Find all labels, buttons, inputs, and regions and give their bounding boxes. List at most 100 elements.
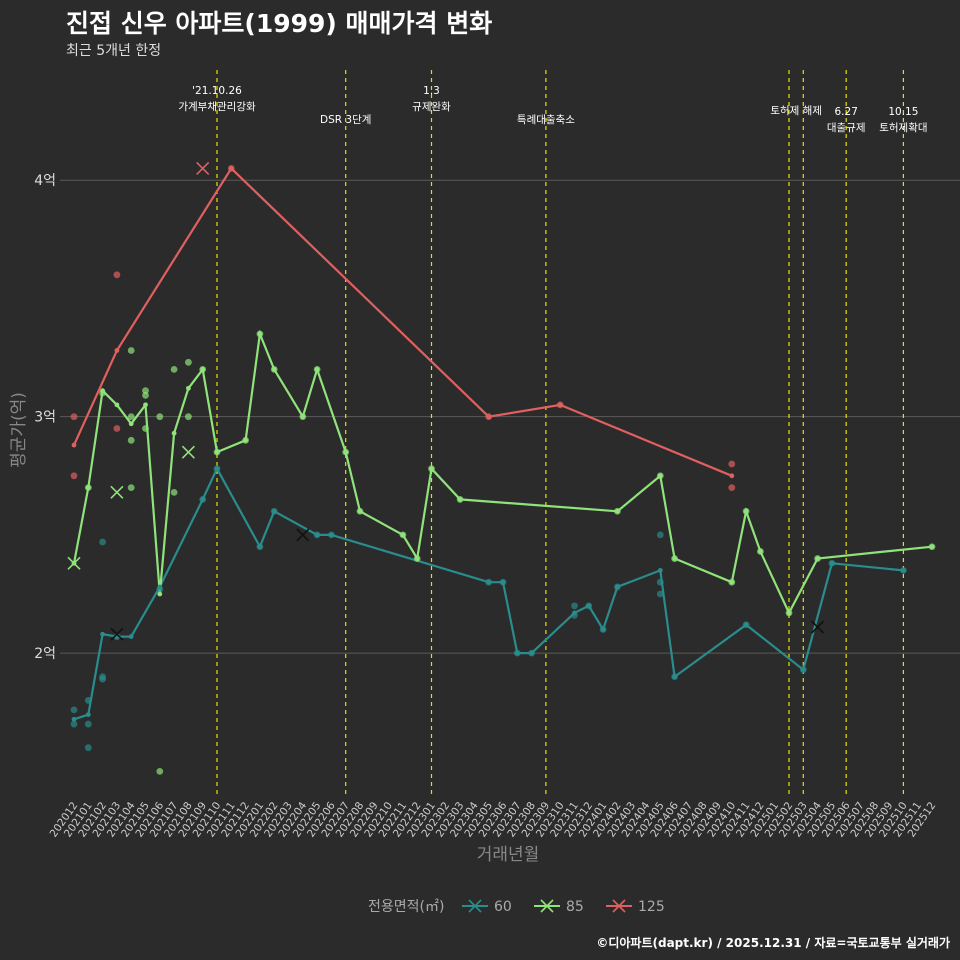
line-point-85: [214, 449, 220, 455]
line-point-125: [228, 166, 234, 171]
event-label: DSR 3단계: [320, 114, 371, 126]
line-point-85: [729, 579, 735, 585]
line-point-60: [615, 584, 620, 590]
event-label: '21.10.26: [192, 85, 242, 97]
chart-subtitle: 최근 5개년 한정: [66, 43, 162, 59]
line-point-60: [572, 610, 577, 616]
line-point-85: [314, 366, 320, 372]
line-point-60: [800, 667, 806, 673]
event-label: 토허제확대: [879, 121, 927, 134]
event-label: 10.15: [888, 106, 918, 118]
line-point-85: [114, 402, 120, 408]
data-point-60: [99, 675, 106, 683]
line-point-85: [457, 497, 463, 502]
line-point-85: [257, 331, 263, 337]
line-point-85: [128, 421, 134, 427]
data-point-85: [156, 767, 164, 775]
line-point-60: [329, 532, 334, 538]
data-point-85: [156, 413, 164, 421]
event-label: 규제완화: [412, 100, 451, 113]
source-caption: ©디아파트(dapt.kr) / 2025.12.31 / 자료=국토교통부 실…: [596, 936, 950, 950]
legend: 전용면적(㎡) 60 85 125: [368, 899, 665, 915]
series-line-125: [72, 166, 733, 477]
data-point-85: [127, 413, 135, 421]
data-point-125: [728, 484, 736, 492]
data-point-60: [70, 720, 78, 728]
data-point-125: [70, 413, 78, 421]
median-marker-60: [110, 627, 124, 641]
data-point-85: [127, 347, 135, 354]
legend-swatch-marker: [468, 899, 482, 913]
line-point-85: [414, 556, 420, 561]
line-point-85: [85, 485, 91, 491]
line-point-60: [500, 579, 506, 585]
data-point-60: [84, 744, 92, 752]
data-point-85: [185, 413, 192, 421]
data-point-85: [142, 387, 149, 395]
data-point-60: [656, 590, 664, 598]
line-point-60: [100, 631, 105, 637]
median-marker-125: [196, 161, 210, 175]
line-point-60: [200, 497, 206, 502]
y-tick-label: 3억: [34, 410, 56, 426]
data-point-85: [170, 365, 178, 373]
line-point-85: [271, 366, 277, 372]
event-label: 1.3: [423, 85, 440, 97]
event-label: 가계부채관리강화: [178, 101, 256, 113]
legend-title: 전용면적(㎡): [368, 899, 444, 915]
y-tick-label: 2억: [34, 646, 56, 662]
line-point-125: [557, 402, 563, 408]
line-point-60: [85, 712, 91, 718]
line-point-85: [243, 437, 249, 443]
line-point-85: [929, 544, 935, 550]
y-axis-title: 평균가(억): [9, 392, 29, 468]
y-tick-label: 4억: [34, 173, 56, 189]
line-point-60: [71, 716, 77, 722]
line-point-85: [815, 556, 820, 561]
line-point-60: [514, 650, 520, 656]
median-marker-60: [811, 620, 825, 634]
data-point-125: [113, 271, 121, 279]
x-axis-title: 거래년월: [477, 845, 540, 865]
data-point-85: [127, 484, 135, 492]
line-point-85: [143, 402, 148, 408]
line-point-60: [214, 466, 220, 472]
line-point-60: [657, 567, 663, 573]
event-label: 대출규제: [827, 122, 866, 134]
data-point-60: [571, 602, 578, 610]
chart-title: 진접 신우 아파트(1999) 매매가격 변화: [66, 9, 493, 38]
y-axis: 2억 3억 4억: [34, 173, 56, 662]
median-marker-85: [181, 445, 195, 459]
line-point-60: [314, 532, 320, 538]
data-point-85: [170, 488, 178, 496]
data-point-60: [84, 697, 92, 704]
legend-label: 85: [566, 899, 584, 915]
event-label: 6.27: [835, 106, 858, 118]
line-point-60: [829, 560, 835, 566]
data-point-85: [127, 436, 135, 444]
line-point-60: [486, 579, 492, 585]
line-point-60: [529, 650, 534, 656]
legend-label: 125: [638, 899, 665, 915]
x-axis: 2020122021012021022021032021042021052021…: [48, 800, 939, 840]
median-marker-60: [296, 528, 310, 542]
line-point-60: [901, 567, 906, 573]
line-point-85: [672, 556, 677, 561]
line-point-60: [257, 544, 263, 550]
line-point-85: [615, 508, 620, 514]
data-point-60: [99, 538, 106, 546]
line-point-60: [672, 674, 677, 680]
line-point-85: [343, 449, 349, 455]
line-point-85: [100, 388, 105, 394]
data-point-125: [728, 460, 736, 468]
data-point-125: [70, 472, 78, 480]
line-point-85: [400, 532, 406, 538]
line-point-60: [271, 508, 277, 514]
line-point-60: [743, 622, 749, 628]
line-point-60: [157, 584, 163, 590]
line-point-125: [486, 414, 492, 420]
line-point-60: [600, 627, 606, 632]
line-point-85: [300, 414, 306, 420]
